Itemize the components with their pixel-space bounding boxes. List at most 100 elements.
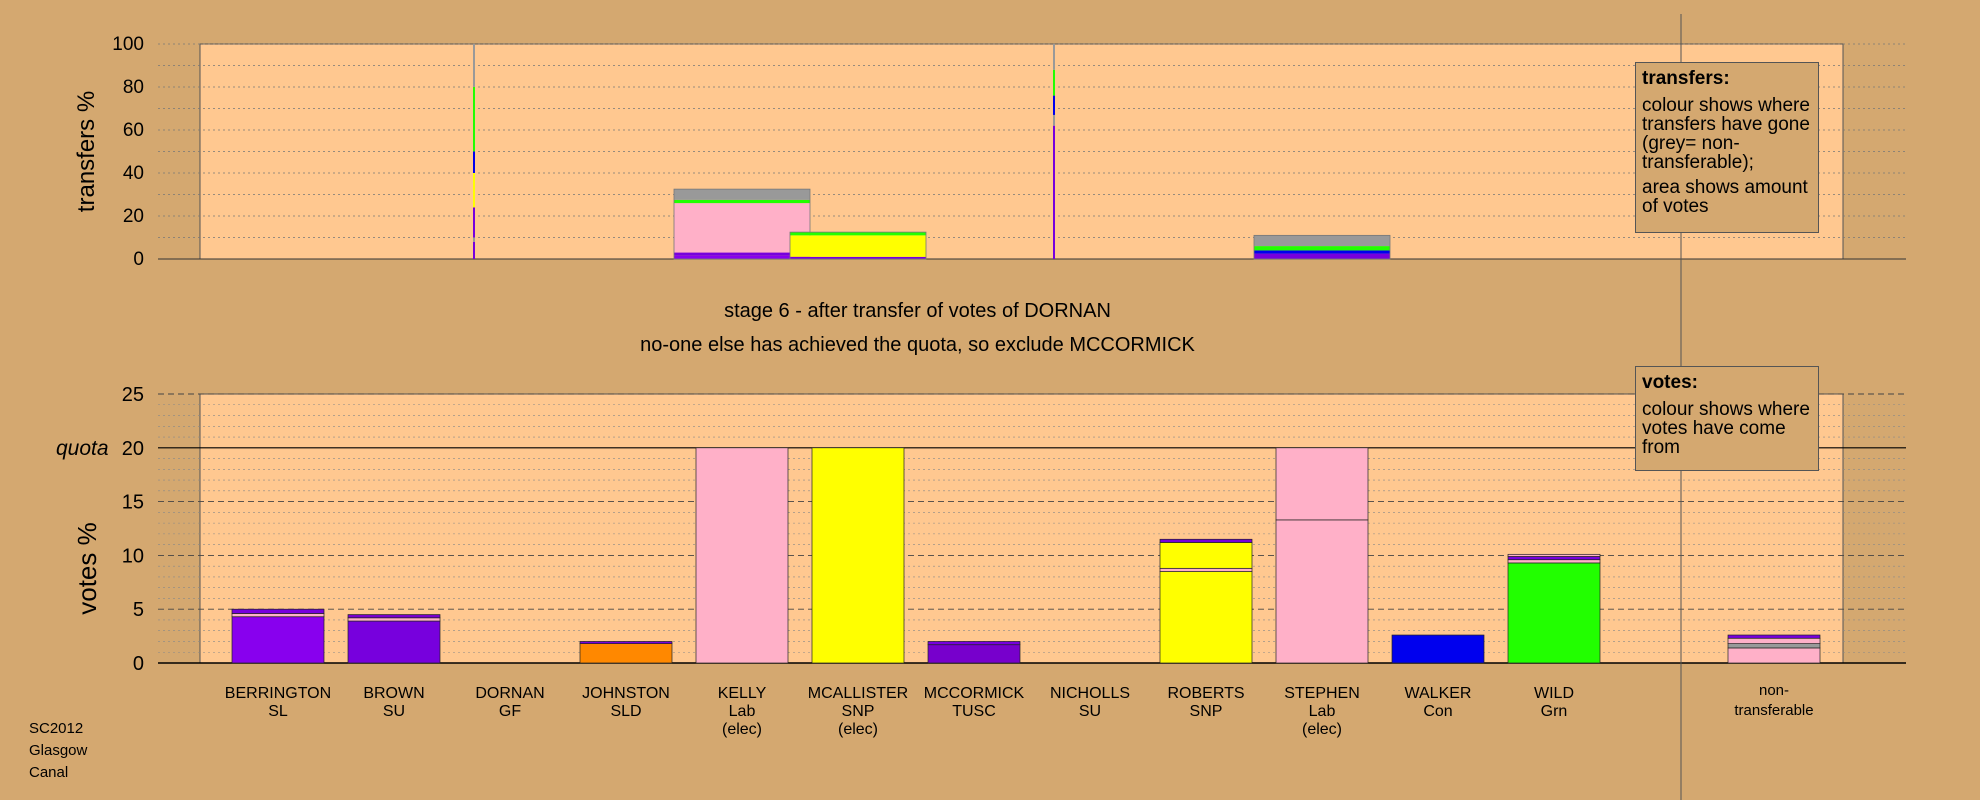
transfers-y-tick-label: 40 — [123, 163, 144, 184]
footer-year: SC2012 — [29, 720, 84, 737]
transfer-bar-segment — [674, 255, 810, 259]
transfer-line-segment — [473, 151, 475, 173]
vote-bar-segment — [579, 643, 673, 664]
candidate-elected-label: (elec) — [1302, 721, 1342, 738]
candidate-name-label: MCCORMICK — [924, 685, 1025, 702]
vote-bar-segment — [347, 617, 441, 622]
nontransferable-bar-segment — [1727, 647, 1821, 664]
vote-bar-segment — [811, 447, 905, 664]
transfer-line-segment — [1053, 114, 1055, 126]
nontransferable-bar-segment — [1727, 643, 1821, 649]
candidate-party-label: SNP — [1190, 703, 1223, 720]
votes-y-axis-label: votes % — [72, 522, 102, 615]
vote-bar-segment — [347, 620, 441, 664]
votes-legend-title: votes: — [1642, 372, 1698, 393]
transfer-bar-outline — [673, 188, 811, 260]
votes-y-tick-label: 5 — [133, 599, 144, 621]
transfer-bar-segment — [674, 189, 810, 200]
candidate-name-label: STEPHEN — [1284, 685, 1360, 702]
transfers-y-tick-label: 0 — [133, 249, 144, 270]
votes-y-tick-label: 20 — [122, 438, 144, 460]
votes-y-tick-label: 25 — [122, 384, 144, 406]
stage-action: no-one else has achieved the quota, so e… — [640, 334, 1195, 356]
transfers-legend-text-2: area shows amount of votes — [1642, 177, 1808, 217]
transfer-bar-outline — [1253, 234, 1391, 260]
candidate-party-label: Grn — [1541, 703, 1568, 720]
vote-bar-segment — [1507, 559, 1601, 564]
candidate-party-label: Lab — [729, 703, 756, 720]
votes-legend-text: colour shows where votes have come from — [1642, 399, 1810, 458]
vote-bar-segment — [1159, 567, 1253, 572]
vote-bar-segment — [1507, 562, 1601, 664]
transfer-bar-segment — [674, 199, 810, 204]
vote-bar-segment — [1391, 634, 1485, 664]
transfer-line-segment — [1053, 125, 1055, 259]
transfers-legend-text-1: colour shows where transfers have gone (… — [1642, 95, 1810, 173]
transfers-plot-area — [199, 43, 1844, 260]
transfer-bar-segment — [1254, 235, 1390, 247]
candidate-name-label: JOHNSTON — [582, 685, 670, 702]
transfer-line-segment — [1053, 69, 1055, 96]
vote-bar-segment — [1507, 553, 1601, 557]
footer-ward: Canal — [29, 764, 69, 781]
transfer-bar-segment — [1254, 250, 1390, 254]
transfers-y-tick-label: 20 — [123, 206, 144, 227]
transfers-y-tick-label: 100 — [112, 34, 144, 55]
transfer-line-segment — [1053, 44, 1055, 70]
votes-y-tick-label: 10 — [122, 545, 144, 567]
transfer-bar-segment — [674, 252, 810, 256]
candidate-name-label: WILD — [1534, 685, 1574, 702]
vote-bar-segment — [1507, 556, 1601, 561]
transfers-y-axis-label: transfers % — [73, 91, 100, 212]
candidate-party-label: SU — [383, 703, 405, 720]
stage-description: stage 6 - after transfer of votes of DOR… — [724, 300, 1111, 322]
candidate-name-label: BERRINGTON — [225, 685, 331, 702]
transfer-bar-segment — [790, 235, 926, 257]
transfer-line-segment — [473, 237, 475, 242]
transfer-bar-outline — [789, 231, 927, 260]
transfer-line-segment — [473, 173, 475, 208]
transfers-y-tick-label: 60 — [123, 120, 144, 141]
candidate-party-label: SU — [1079, 703, 1101, 720]
vote-bar-segment — [1159, 571, 1253, 664]
candidate-party-label: SL — [268, 703, 288, 720]
transfers-y-tick-label: 80 — [123, 77, 144, 98]
vote-bar-segment — [1275, 447, 1369, 521]
vote-bar-segment — [231, 613, 325, 618]
candidate-name-label: DORNAN — [475, 685, 544, 702]
vote-bar-segment — [347, 614, 441, 619]
footer-council: Glasgow — [29, 742, 88, 759]
vote-bar-segment — [231, 608, 325, 614]
transfer-line-segment — [1053, 95, 1055, 115]
candidate-party-label: Con — [1423, 703, 1452, 720]
transfers-legend: transfers: colour shows where transfers … — [1635, 62, 1819, 233]
candidate-party-label: SLD — [610, 703, 641, 720]
transfer-bar-segment — [1254, 253, 1390, 259]
candidate-name-label: ROBERTS — [1167, 685, 1244, 702]
transfer-line-segment — [473, 207, 475, 238]
vote-bar-segment — [927, 641, 1021, 646]
candidate-elected-label: (elec) — [722, 721, 762, 738]
transfer-bar-segment — [1254, 246, 1390, 251]
transfer-bar-segment — [790, 232, 926, 236]
quota-label: quota — [56, 437, 109, 460]
nontransferable-label: non- — [1759, 682, 1789, 699]
votes-y-tick-label: 0 — [133, 653, 144, 675]
vote-bar-segment — [231, 616, 325, 664]
transfer-line-segment — [473, 44, 475, 87]
vote-bar-segment — [1159, 542, 1253, 569]
vote-bar-segment — [1159, 538, 1253, 543]
candidate-party-label: GF — [499, 703, 521, 720]
transfer-line-segment — [473, 241, 475, 259]
candidate-name-label: WALKER — [1405, 685, 1472, 702]
candidate-name-label: KELLY — [718, 685, 767, 702]
candidate-party-label: SNP — [842, 703, 875, 720]
votes-legend: votes: colour shows where votes have com… — [1635, 366, 1819, 471]
candidate-name-label: MCALLISTER — [808, 685, 908, 702]
vote-bar-segment — [927, 644, 1021, 664]
nontransferable-bar-segment — [1727, 637, 1821, 644]
vote-bar-segment — [1275, 519, 1369, 664]
candidate-elected-label: (elec) — [838, 721, 878, 738]
transfer-bar-segment — [790, 256, 926, 259]
